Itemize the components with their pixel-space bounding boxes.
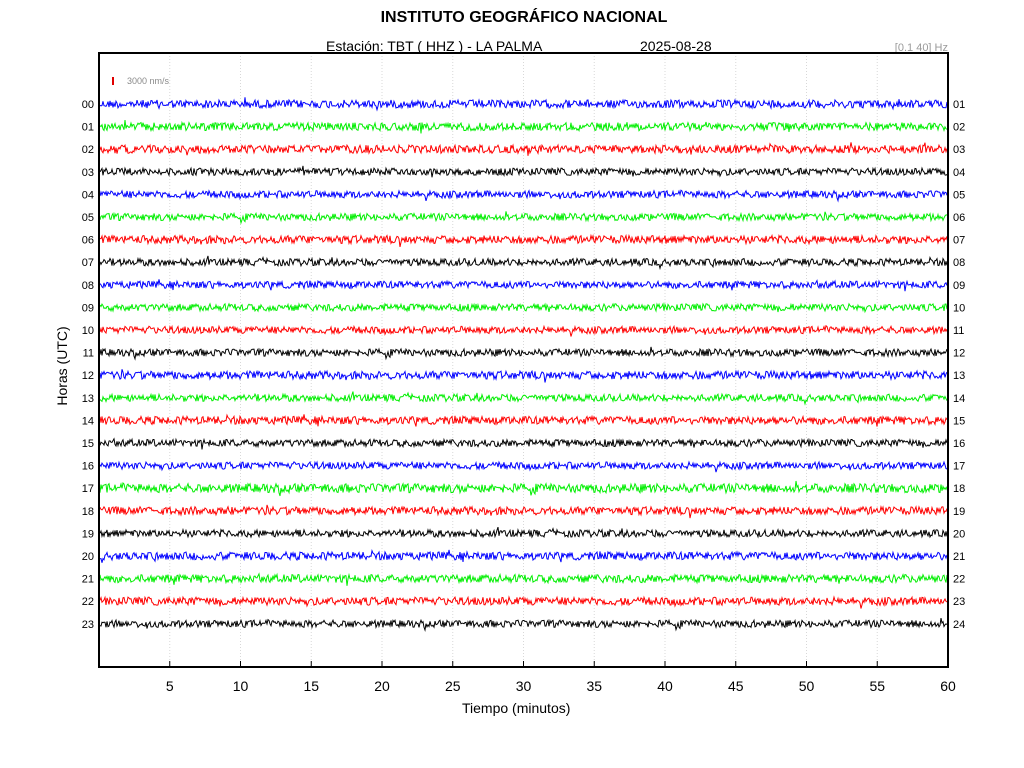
hour-label-left: 22 [82,596,94,608]
trace-hour-15 [99,437,948,450]
trace-hour-02 [99,142,948,156]
chart-title: INSTITUTO GEOGRÁFICO NACIONAL [380,9,668,26]
hour-label-left: 09 [82,302,94,314]
x-tick-label: 55 [869,678,885,694]
hour-label-right: 17 [953,461,965,473]
date-label: 2025-08-28 [640,38,712,54]
x-tick-label: 20 [374,678,390,694]
hour-label-left: 03 [82,167,94,179]
x-tick-label: 40 [657,678,673,694]
amplitude-scale-label: 3000 nm/s [127,76,170,86]
hour-label-left: 23 [82,619,94,631]
x-tick-label: 5 [166,678,174,694]
trace-hour-21 [99,572,948,586]
filter-band-label: [0.1 40] Hz [894,42,948,54]
x-tick-label: 30 [516,678,532,694]
hour-label-right: 05 [953,189,965,201]
trace-hour-04 [99,189,948,203]
trace-hour-01 [99,119,948,134]
hour-label-right: 12 [953,348,965,360]
hour-label-left: 15 [82,438,94,450]
trace-hour-20 [99,549,948,563]
hour-labels: 00 01 01 02 02 03 03 04 04 05 05 06 06 07 07 08 08 09 09 10… [82,99,966,631]
trace-hour-05 [99,211,948,225]
hour-label-left: 02 [82,144,94,156]
hour-label-left: 14 [82,415,94,427]
hour-label-right: 24 [953,619,965,631]
hour-label-left: 21 [82,574,94,586]
hour-label-right: 07 [953,235,965,247]
trace-hour-07 [99,255,948,271]
trace-hour-06 [99,233,948,248]
trace-hour-12 [99,369,948,383]
hour-label-right: 18 [953,483,965,495]
trace-hour-10 [99,324,948,337]
hour-label-right: 19 [953,506,965,518]
hour-label-right: 10 [953,302,965,314]
trace-hour-13 [99,391,948,406]
hour-label-right: 01 [953,99,965,111]
hour-label-right: 13 [953,370,965,382]
hour-label-left: 05 [82,212,94,224]
grid-lines [169,53,878,667]
station-label: Estación: TBT ( HHZ ) - LA PALMA [326,38,543,54]
x-tick-label: 50 [799,678,815,694]
x-tick-label: 45 [728,678,744,694]
hour-label-right: 03 [953,144,965,156]
plot-frame [98,52,949,668]
hour-label-right: 02 [953,122,965,134]
trace-hour-18 [99,504,948,519]
hour-label-left: 07 [82,257,94,269]
trace-hour-11 [99,346,948,361]
x-tick-label: 10 [233,678,249,694]
hour-label-left: 00 [82,99,94,111]
hour-label-right: 04 [953,167,965,179]
hour-label-left: 11 [83,348,94,360]
hour-label-right: 16 [953,438,965,450]
hour-label-right: 08 [953,257,965,269]
hour-label-left: 01 [82,122,94,134]
hour-label-right: 15 [953,415,965,427]
trace-hour-19 [99,526,948,539]
hour-label-right: 21 [953,551,965,563]
x-tick-label: 15 [303,678,319,694]
hour-label-left: 08 [82,280,94,292]
x-tick-label: 35 [586,678,602,694]
trace-hour-00 [99,97,948,112]
trace-hour-03 [99,165,948,178]
hour-label-right: 09 [953,280,965,292]
x-tick-label: 60 [940,678,956,694]
hour-label-right: 23 [953,596,965,608]
hour-label-left: 10 [82,325,94,337]
hour-label-left: 18 [82,506,94,518]
amplitude-scale-bar [112,77,114,85]
x-tick-label: 25 [445,678,461,694]
trace-hour-14 [99,413,948,427]
trace-hour-17 [99,480,948,497]
hour-label-right: 06 [953,212,965,224]
hour-label-left: 17 [82,483,94,495]
trace-hour-08 [99,279,948,292]
trace-hour-23 [99,618,948,632]
hour-label-left: 20 [82,551,94,563]
hour-label-left: 12 [82,370,94,382]
x-axis-label: Tiempo (minutos) [462,700,571,716]
hour-label-right: 11 [953,325,964,337]
trace-hour-09 [99,302,948,314]
seismic-traces [99,97,948,632]
x-axis-ticks: 5 10 15 20 25 30 35 40 45 50 55 60 [166,661,956,694]
hour-label-right: 14 [953,393,965,405]
trace-hour-22 [99,595,948,609]
hour-label-left: 16 [82,461,94,473]
hour-label-right: 20 [953,528,965,540]
hour-label-right: 22 [953,574,965,586]
hour-label-left: 19 [82,528,94,540]
hour-label-left: 06 [82,235,94,247]
hour-label-left: 04 [82,189,94,201]
hour-label-left: 13 [82,393,94,405]
trace-hour-16 [99,460,948,473]
